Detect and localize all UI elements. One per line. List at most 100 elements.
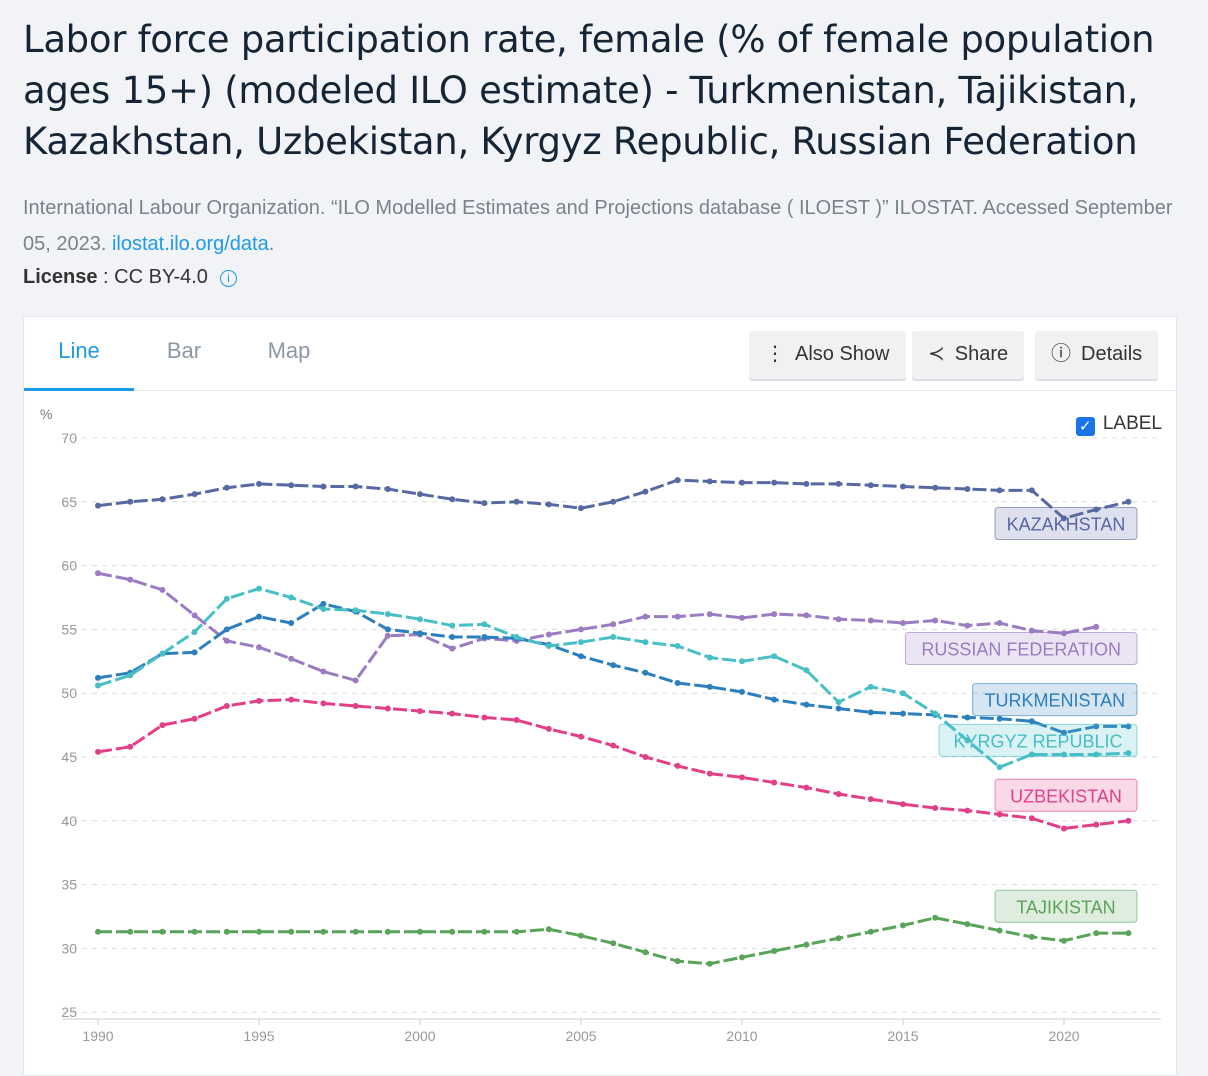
data-point bbox=[417, 491, 423, 498]
data-point bbox=[706, 478, 713, 485]
data-point bbox=[1125, 817, 1132, 824]
data-point bbox=[256, 928, 262, 935]
y-tick-label: 25 bbox=[61, 1004, 77, 1020]
data-point bbox=[867, 617, 874, 624]
data-point bbox=[835, 791, 842, 798]
data-point bbox=[739, 658, 745, 665]
data-point bbox=[191, 612, 198, 619]
tab-bar[interactable]: Bar bbox=[166, 338, 202, 363]
data-point bbox=[706, 654, 713, 661]
data-point bbox=[513, 498, 520, 505]
data-point bbox=[127, 576, 134, 583]
data-point bbox=[803, 701, 810, 708]
x-tick-label: 2015 bbox=[887, 1028, 918, 1044]
y-tick-label: 55 bbox=[61, 621, 77, 637]
data-point bbox=[127, 928, 134, 935]
data-point bbox=[545, 631, 552, 638]
tab-map[interactable]: Map bbox=[267, 338, 311, 363]
checkbox-checked-icon[interactable]: ✓ bbox=[1075, 417, 1095, 436]
data-point bbox=[288, 696, 295, 703]
info-icon: ⓘ bbox=[1051, 343, 1071, 365]
data-point bbox=[835, 935, 842, 942]
series-label-box bbox=[972, 683, 1138, 717]
source-link[interactable]: ilostat.ilo.org/data bbox=[111, 233, 269, 255]
data-point bbox=[964, 622, 971, 629]
data-point bbox=[900, 922, 906, 929]
data-point bbox=[545, 501, 552, 508]
x-tick-label: 2010 bbox=[726, 1028, 757, 1044]
data-point bbox=[159, 650, 166, 657]
data-point bbox=[256, 613, 262, 620]
data-point bbox=[739, 688, 745, 695]
data-point bbox=[223, 626, 230, 633]
data-point bbox=[642, 949, 649, 956]
data-point bbox=[352, 483, 359, 490]
data-point bbox=[996, 811, 1003, 818]
data-point bbox=[159, 928, 166, 935]
data-point bbox=[223, 484, 230, 491]
page-title: Labor force participation rate, female (… bbox=[23, 18, 1155, 163]
series-line-russian-federation bbox=[97, 571, 1097, 683]
series-label: TURKMENISTAN bbox=[984, 691, 1125, 711]
share-icon: ≺ bbox=[928, 343, 945, 365]
details-button[interactable]: ⓘ Details bbox=[1035, 331, 1159, 379]
data-point bbox=[256, 585, 262, 592]
series-label-box bbox=[994, 506, 1138, 540]
y-tick-label: 70 bbox=[61, 430, 77, 446]
data-point bbox=[223, 637, 230, 644]
data-point bbox=[674, 958, 681, 965]
data-point bbox=[964, 486, 971, 493]
data-point bbox=[578, 505, 584, 512]
data-point bbox=[706, 611, 713, 618]
data-point bbox=[867, 482, 874, 489]
data-point bbox=[191, 928, 198, 935]
data-point bbox=[223, 928, 230, 935]
data-point bbox=[1125, 750, 1132, 757]
share-button[interactable]: ≺ Share bbox=[912, 331, 1025, 379]
data-point bbox=[384, 611, 391, 618]
x-tick-label: 1995 bbox=[243, 1028, 274, 1044]
data-point bbox=[867, 709, 874, 716]
data-point bbox=[256, 697, 262, 704]
data-point bbox=[900, 620, 906, 627]
data-point bbox=[320, 928, 327, 935]
data-point bbox=[578, 733, 584, 740]
data-point bbox=[932, 484, 939, 491]
data-point bbox=[1061, 937, 1067, 944]
data-point bbox=[288, 655, 295, 662]
series-label: RUSSIAN FEDERATION bbox=[921, 640, 1121, 660]
data-point bbox=[449, 928, 456, 935]
data-point bbox=[288, 620, 295, 627]
data-point bbox=[95, 502, 101, 509]
source-citation: International Labour Organization. “ILO … bbox=[23, 190, 1173, 262]
data-point bbox=[95, 748, 101, 755]
data-point bbox=[674, 762, 681, 769]
data-point bbox=[739, 614, 745, 621]
share-label: Share bbox=[954, 343, 1009, 365]
data-point bbox=[320, 483, 327, 490]
tab-line[interactable]: Line bbox=[24, 317, 134, 391]
data-point bbox=[835, 699, 842, 706]
data-point bbox=[384, 705, 391, 712]
data-point bbox=[674, 613, 681, 620]
also-show-button[interactable]: ⋮ Also Show bbox=[749, 331, 906, 379]
data-point bbox=[674, 477, 681, 484]
data-point bbox=[771, 653, 778, 660]
data-point bbox=[481, 621, 488, 628]
data-point bbox=[320, 668, 327, 675]
data-point bbox=[835, 616, 842, 623]
data-point bbox=[578, 932, 584, 939]
data-point bbox=[95, 682, 101, 689]
data-point bbox=[642, 754, 649, 760]
data-point bbox=[964, 921, 971, 928]
data-point bbox=[1061, 630, 1067, 637]
data-point bbox=[706, 770, 713, 777]
data-point bbox=[95, 928, 101, 935]
data-point bbox=[191, 491, 198, 498]
info-icon[interactable]: i bbox=[219, 270, 237, 287]
label-toggle[interactable]: ✓ LABEL bbox=[1075, 413, 1162, 436]
series-label: UZBEKISTAN bbox=[1010, 786, 1122, 806]
data-point bbox=[417, 630, 423, 637]
data-point bbox=[127, 743, 134, 750]
